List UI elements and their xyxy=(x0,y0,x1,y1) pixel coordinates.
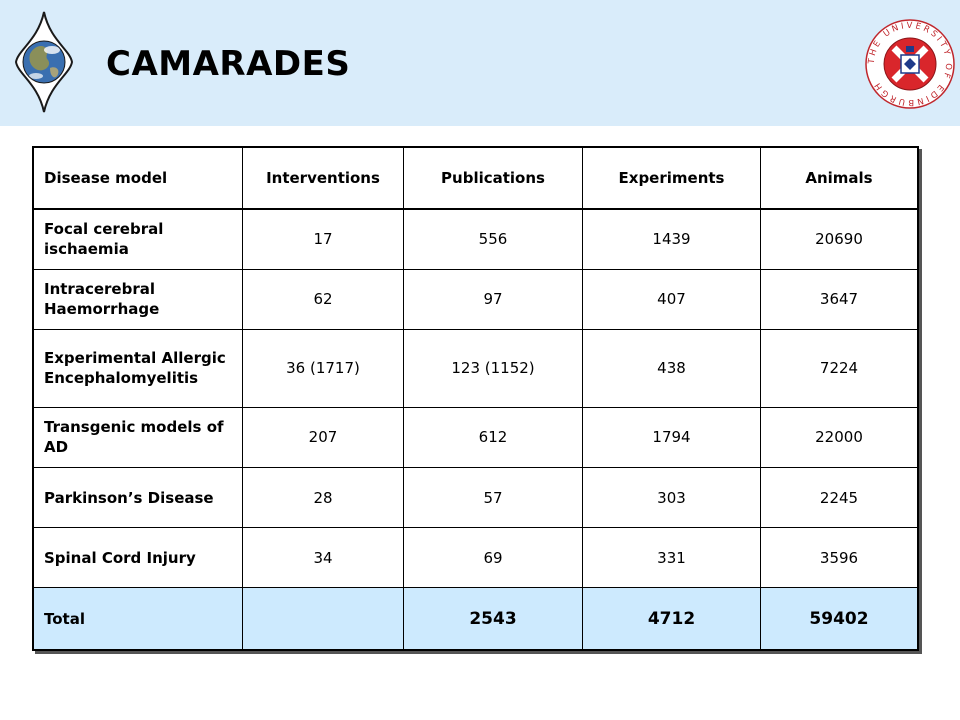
total-animals: 59402 xyxy=(760,587,919,651)
row-animals: 3647 xyxy=(760,268,919,330)
column-header-publications: Publications xyxy=(403,146,583,210)
row-animals: 22000 xyxy=(760,406,919,469)
row-interventions: 207 xyxy=(242,406,404,469)
row-experiments: 331 xyxy=(582,527,761,589)
column-header-disease-model: Disease model xyxy=(32,146,243,210)
row-experiments: 303 xyxy=(582,467,761,529)
row-experiments: 407 xyxy=(582,268,761,330)
table-row: Focal cerebral ischaemia 17 556 1439 206… xyxy=(32,208,919,270)
page-title: CAMARADES xyxy=(106,44,351,84)
row-publications: 97 xyxy=(403,268,583,330)
camarades-summary-table: Disease model Interventions Publications… xyxy=(32,146,919,651)
total-experiments: 4712 xyxy=(582,587,761,651)
row-experiments: 438 xyxy=(582,328,761,408)
row-animals: 3596 xyxy=(760,527,919,589)
table-row: Experimental Allergic Encephalomyelitis … xyxy=(32,328,919,408)
row-disease-model: Parkinson’s Disease xyxy=(32,467,243,529)
row-interventions: 62 xyxy=(242,268,404,330)
row-publications: 612 xyxy=(403,406,583,469)
row-interventions: 34 xyxy=(242,527,404,589)
column-header-interventions: Interventions xyxy=(242,146,404,210)
row-disease-model: Focal cerebral ischaemia xyxy=(32,208,243,270)
total-interventions xyxy=(242,587,404,651)
table-row: Spinal Cord Injury 34 69 331 3596 xyxy=(32,527,919,589)
globe-icon xyxy=(14,11,74,113)
total-row: Total 2543 4712 59402 xyxy=(32,587,919,651)
total-label: Total xyxy=(32,587,243,651)
row-disease-model: Spinal Cord Injury xyxy=(32,527,243,589)
row-interventions: 28 xyxy=(242,467,404,529)
row-animals: 20690 xyxy=(760,208,919,270)
table-row: Transgenic models of AD 207 612 1794 220… xyxy=(32,406,919,469)
slide-header: CAMARADES THE UNIVERSITY OF EDINBURGH xyxy=(0,0,960,126)
row-publications: 556 xyxy=(403,208,583,270)
university-seal-icon: THE UNIVERSITY OF EDINBURGH xyxy=(865,19,955,109)
row-publications: 57 xyxy=(403,467,583,529)
row-publications: 123 (1152) xyxy=(403,328,583,408)
table-header-row: Disease model Interventions Publications… xyxy=(32,146,919,210)
row-animals: 2245 xyxy=(760,467,919,529)
row-animals: 7224 xyxy=(760,328,919,408)
row-disease-model: Transgenic models of AD xyxy=(32,406,243,469)
table-row: Intracerebral Haemorrhage 62 97 407 3647 xyxy=(32,268,919,330)
row-experiments: 1794 xyxy=(582,406,761,469)
row-disease-model: Experimental Allergic Encephalomyelitis xyxy=(32,328,243,408)
row-experiments: 1439 xyxy=(582,208,761,270)
row-publications: 69 xyxy=(403,527,583,589)
row-disease-model: Intracerebral Haemorrhage xyxy=(32,268,243,330)
column-header-animals: Animals xyxy=(760,146,919,210)
row-interventions: 17 xyxy=(242,208,404,270)
row-interventions: 36 (1717) xyxy=(242,328,404,408)
column-header-experiments: Experiments xyxy=(582,146,761,210)
total-publications: 2543 xyxy=(403,587,583,651)
table-row: Parkinson’s Disease 28 57 303 2245 xyxy=(32,467,919,529)
